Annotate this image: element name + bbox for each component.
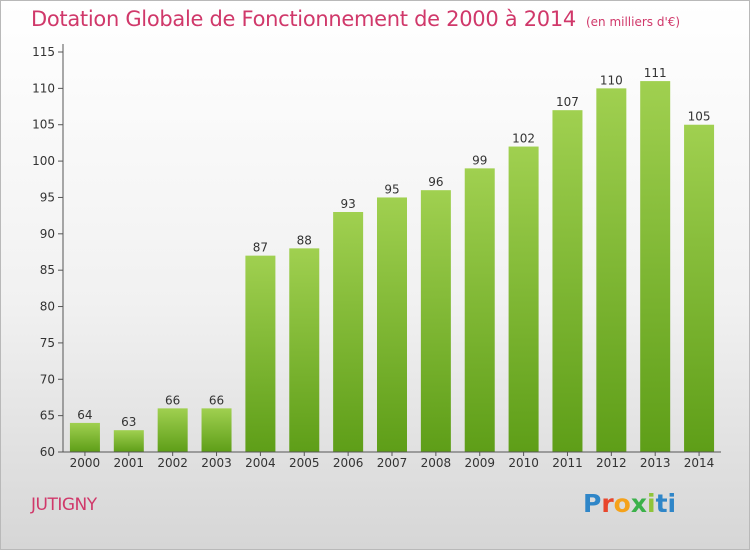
y-tick-label: 70 [40, 372, 55, 386]
x-tick-label: 2000 [70, 456, 101, 470]
bar [420, 190, 451, 452]
x-tick-label: 2012 [596, 456, 627, 470]
chart-header: Dotation Globale de Fonctionnement de 20… [31, 7, 680, 31]
x-tick-label: 2004 [245, 456, 276, 470]
bar [508, 146, 539, 452]
y-tick-label: 60 [40, 445, 55, 459]
bar [69, 422, 100, 452]
bar [684, 124, 715, 453]
bar-value-label: 88 [297, 233, 312, 247]
y-tick-label: 90 [40, 227, 55, 241]
logo-letter: r [601, 489, 614, 518]
y-tick-label: 85 [40, 263, 55, 277]
y-tick-label: 115 [32, 45, 55, 59]
bar [377, 197, 407, 452]
bar [464, 168, 495, 452]
x-tick-label: 2010 [508, 456, 539, 470]
x-axis: 2000 2001 2002 2003 2004 2005 2006 2007 2008 2009… [63, 451, 721, 470]
bar-value-label: 105 [688, 110, 711, 124]
bar [289, 248, 320, 452]
bar [640, 81, 671, 452]
x-tick-label: 2005 [289, 456, 320, 470]
bar-value-label: 107 [556, 95, 579, 109]
bar-value-label: 66 [165, 393, 180, 407]
bar-value-label: 87 [253, 241, 268, 255]
logo-letter: ti [655, 489, 677, 518]
x-tick-label: 2003 [201, 456, 232, 470]
y-axis: 60 65 70 75 80 85 90 95 100 105 110 115 [32, 44, 64, 459]
bar [333, 212, 364, 452]
y-tick-label: 110 [32, 81, 55, 95]
bar-value-label: 95 [384, 182, 399, 196]
bar-value-label: 111 [644, 66, 667, 80]
y-tick-label: 95 [40, 190, 55, 204]
y-tick-label: 80 [40, 300, 55, 314]
logo-letter: x [630, 489, 647, 518]
proxiti-logo: Proxiti [583, 489, 676, 518]
chart-title: Dotation Globale de Fonctionnement de 20… [31, 7, 576, 31]
x-tick-label: 2008 [421, 456, 452, 470]
chart-unit: (en milliers d'€) [585, 15, 681, 29]
bar-value-label: 99 [472, 153, 487, 167]
bars: 64 63 66 66 87 88 93 95 96 99 102 107 110 111 105 [69, 66, 715, 453]
x-tick-label: 2011 [552, 456, 583, 470]
x-tick-label: 2009 [464, 456, 495, 470]
logo-letter: i [647, 489, 656, 518]
bar [596, 88, 627, 452]
x-tick-label: 2006 [333, 456, 364, 470]
city-name: JUTIGNY [31, 495, 97, 515]
bar-value-label: 110 [600, 73, 623, 87]
y-tick-label: 105 [32, 118, 55, 132]
x-tick-label: 2002 [157, 456, 188, 470]
y-tick-label: 65 [40, 409, 55, 423]
logo-letter: o [613, 489, 631, 518]
bar [201, 408, 232, 452]
bar [552, 110, 583, 452]
bar [113, 430, 144, 452]
y-tick-label: 75 [40, 336, 55, 350]
bar [245, 255, 276, 452]
y-tick-label: 100 [32, 154, 55, 168]
bar [157, 408, 188, 452]
bar-value-label: 64 [77, 408, 92, 422]
bar-value-label: 66 [209, 393, 224, 407]
logo-letter: P [583, 489, 602, 518]
bar-value-label: 96 [428, 175, 443, 189]
x-tick-label: 2007 [377, 456, 408, 470]
bar-value-label: 63 [121, 415, 136, 429]
bar-value-label: 102 [512, 132, 535, 146]
bar-value-label: 93 [340, 197, 355, 211]
x-tick-label: 2013 [640, 456, 671, 470]
x-tick-label: 2014 [684, 456, 715, 470]
x-tick-label: 2001 [114, 456, 145, 470]
